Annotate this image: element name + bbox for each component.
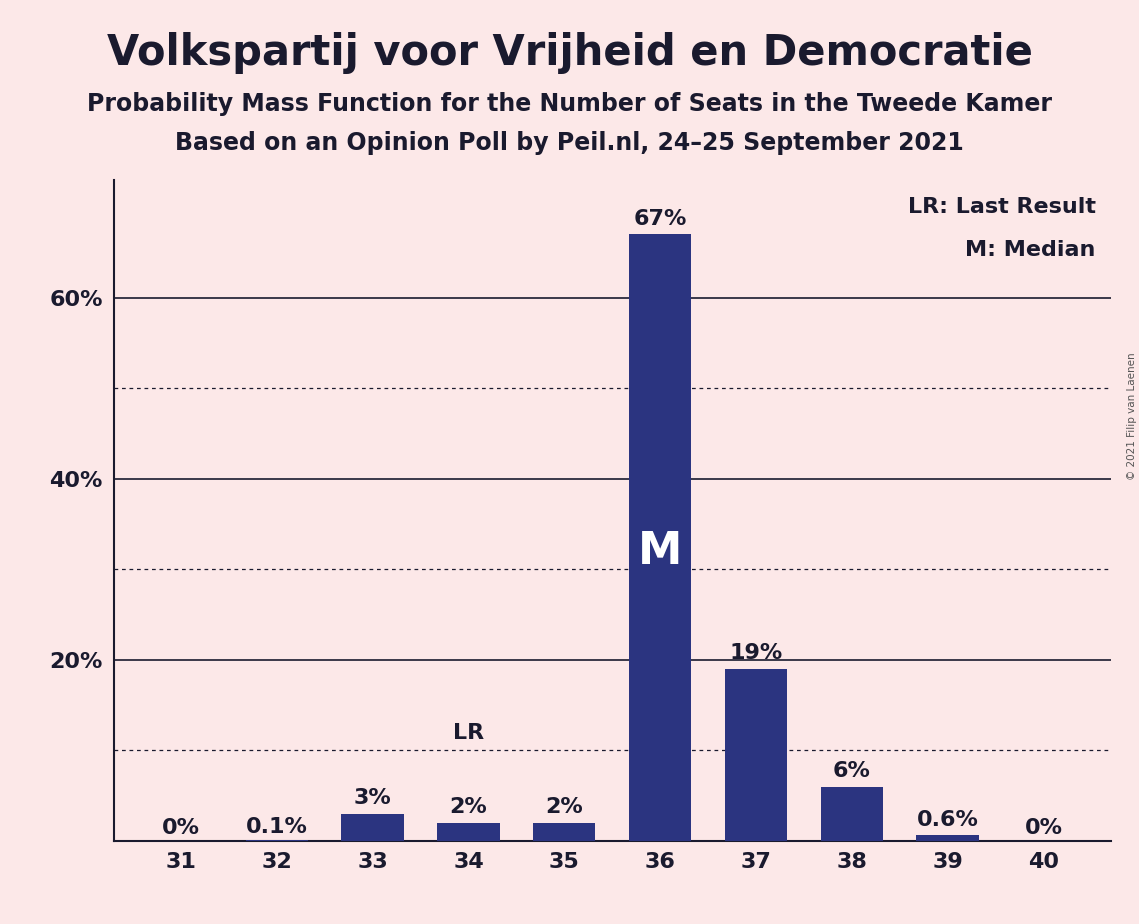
Text: 0%: 0% (162, 818, 200, 838)
Text: 0.1%: 0.1% (246, 817, 308, 837)
Bar (917, 835, 978, 841)
Text: Volkspartij voor Vrijheid en Democratie: Volkspartij voor Vrijheid en Democratie (107, 32, 1032, 74)
Bar (629, 235, 691, 841)
Text: 6%: 6% (833, 761, 870, 781)
Text: 19%: 19% (729, 643, 782, 663)
Text: LR: Last Result: LR: Last Result (908, 197, 1096, 217)
Text: M: Median: M: Median (965, 239, 1096, 260)
Bar (342, 814, 404, 841)
Text: Probability Mass Function for the Number of Seats in the Tweede Kamer: Probability Mass Function for the Number… (87, 92, 1052, 116)
Text: LR: LR (453, 723, 484, 743)
Text: 2%: 2% (450, 797, 487, 818)
Text: 3%: 3% (354, 788, 392, 808)
Bar (724, 669, 787, 841)
Text: 2%: 2% (546, 797, 583, 818)
Text: 0%: 0% (1024, 818, 1063, 838)
Text: 0.6%: 0.6% (917, 810, 978, 830)
Text: 67%: 67% (633, 209, 687, 229)
Bar (820, 786, 883, 841)
Text: © 2021 Filip van Laenen: © 2021 Filip van Laenen (1126, 352, 1137, 480)
Bar (437, 822, 500, 841)
Text: Based on an Opinion Poll by Peil.nl, 24–25 September 2021: Based on an Opinion Poll by Peil.nl, 24–… (175, 131, 964, 155)
Text: M: M (638, 529, 682, 573)
Bar (533, 822, 596, 841)
